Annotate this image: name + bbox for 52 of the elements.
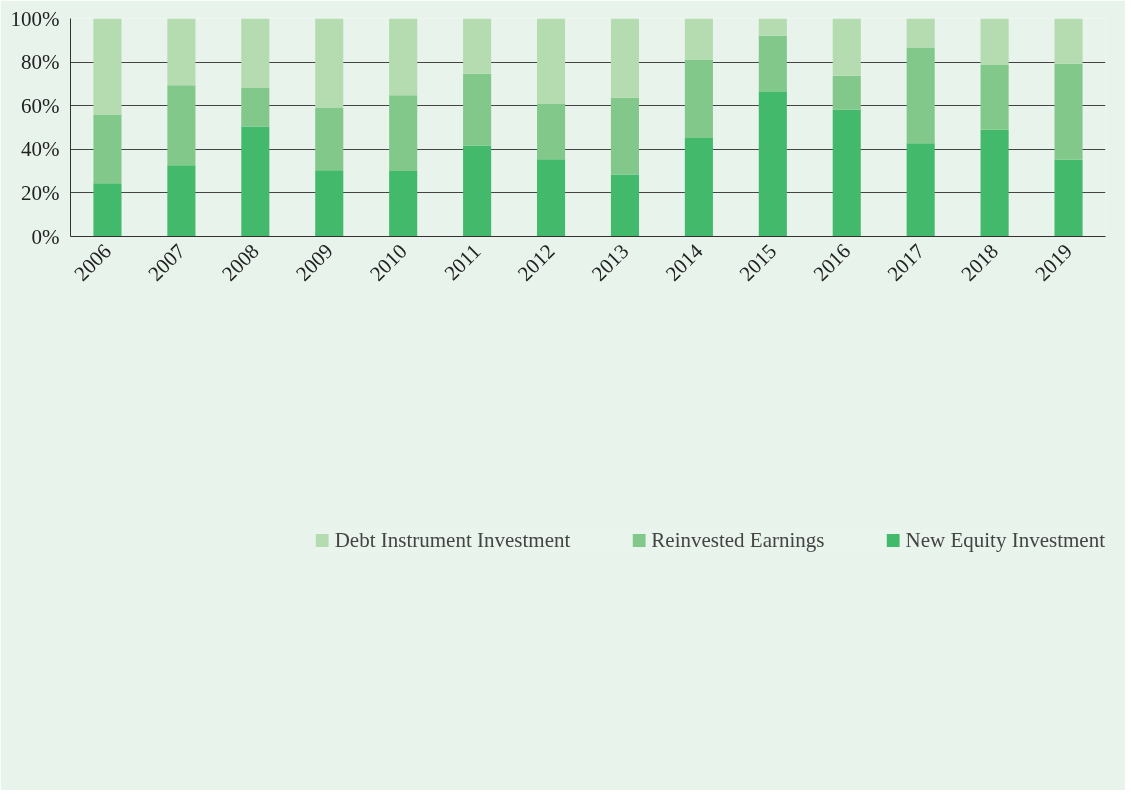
bar — [463, 145, 492, 237]
bar — [536, 103, 566, 160]
bar — [684, 137, 713, 237]
bar — [684, 18, 713, 60]
bar — [241, 18, 270, 89]
bar — [906, 47, 935, 144]
bar — [536, 18, 566, 104]
bar — [758, 91, 787, 237]
bar — [832, 75, 861, 110]
y-tick-label: 40% — [21, 137, 60, 162]
bar — [758, 18, 787, 36]
bar — [980, 129, 1009, 237]
bar — [167, 18, 196, 86]
y-tick-label: 80% — [21, 50, 60, 75]
bar — [463, 18, 492, 74]
bar — [93, 115, 122, 184]
bar — [1054, 18, 1083, 64]
bar — [980, 18, 1009, 65]
bar — [980, 64, 1009, 130]
x-tick-label: 2011 — [439, 239, 486, 286]
bar — [906, 18, 935, 48]
bar — [684, 59, 713, 138]
y-tick-label: 100% — [10, 6, 60, 31]
bar — [93, 183, 122, 237]
bar — [832, 18, 861, 76]
bar — [610, 18, 640, 98]
y-tick-label: 60% — [21, 93, 60, 118]
bar — [832, 109, 861, 237]
bar — [610, 97, 640, 175]
y-tick-label: 0% — [31, 224, 60, 249]
bar — [389, 95, 418, 172]
bar — [315, 18, 344, 109]
bar — [315, 108, 344, 171]
bar — [167, 165, 196, 237]
legend-label: Debt Instrument Investment — [334, 527, 571, 553]
y-tick-label: 20% — [21, 180, 60, 205]
bar — [389, 18, 418, 96]
bar — [610, 174, 640, 237]
bar — [1054, 63, 1083, 160]
bar — [167, 85, 196, 166]
bar — [1054, 159, 1083, 237]
bar — [241, 88, 270, 127]
legend-label: New Equity Investment — [905, 527, 1105, 553]
bar — [906, 143, 935, 237]
bar — [93, 18, 122, 116]
legend-label: Reinvested Earnings — [651, 527, 825, 553]
bar — [463, 73, 492, 146]
bar — [241, 126, 270, 237]
bar — [315, 170, 344, 237]
bar — [536, 159, 566, 237]
bar — [758, 35, 787, 92]
bar — [389, 171, 418, 237]
